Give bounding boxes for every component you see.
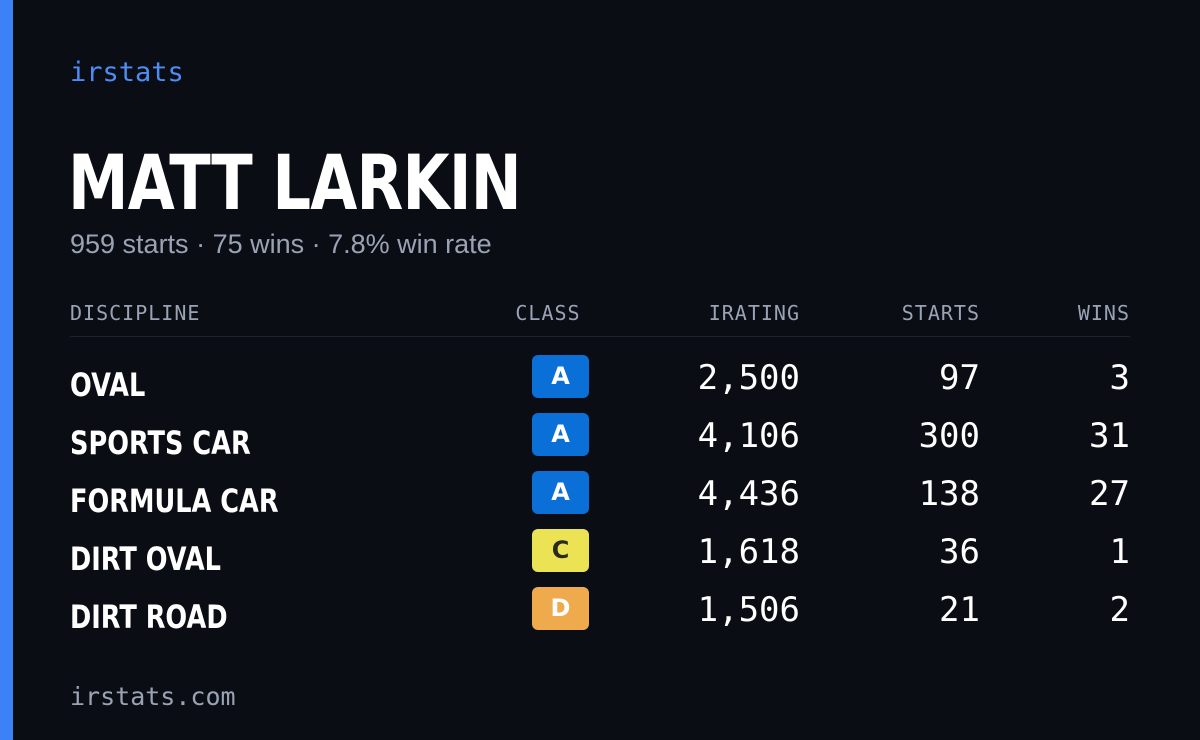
win-rate-summary: 7.8% win rate <box>328 229 492 259</box>
discipline-name: FORMULA CAR <box>70 482 279 520</box>
class-badge: D <box>532 587 589 630</box>
starts-value: 97 <box>939 358 980 398</box>
table-row: FORMULA CAR A 4,436 138 27 <box>70 469 1130 527</box>
header-discipline: DISCIPLINE <box>70 301 201 325</box>
discipline-name: DIRT ROAD <box>70 598 228 636</box>
accent-bar <box>0 0 13 740</box>
table-body: OVAL A 2,500 97 3 SPORTS CAR A 4,106 300… <box>70 337 1130 643</box>
stats-table: DISCIPLINE CLASS IRATING STARTS WINS OVA… <box>70 296 1130 643</box>
header-class: CLASS <box>515 301 581 325</box>
discipline-name: DIRT OVAL <box>70 540 221 578</box>
starts-value: 21 <box>939 590 980 630</box>
header-irating: IRATING <box>708 301 800 325</box>
discipline-name: OVAL <box>70 366 146 404</box>
irating-value: 4,436 <box>697 474 800 514</box>
header-starts: STARTS <box>901 301 980 325</box>
irating-value: 1,618 <box>697 532 800 572</box>
starts-value: 138 <box>918 474 980 514</box>
separator: · <box>188 229 213 259</box>
starts-value: 36 <box>939 532 980 572</box>
footer-url: irstats.com <box>70 682 236 711</box>
brand-logo-text: irstats <box>70 57 184 88</box>
discipline-name: SPORTS CAR <box>70 424 251 462</box>
class-badge: A <box>532 355 589 398</box>
wins-value: 1 <box>1109 532 1130 572</box>
wins-value: 2 <box>1109 590 1130 630</box>
separator: · <box>304 229 329 259</box>
irating-value: 1,506 <box>697 590 800 630</box>
irating-value: 4,106 <box>697 416 800 456</box>
irating-value: 2,500 <box>697 358 800 398</box>
wins-value: 3 <box>1109 358 1130 398</box>
wins-value: 31 <box>1089 416 1130 456</box>
class-badge: A <box>532 413 589 456</box>
starts-summary: 959 starts <box>70 229 189 259</box>
class-badge: A <box>532 471 589 514</box>
table-header: DISCIPLINE CLASS IRATING STARTS WINS <box>70 296 1130 337</box>
driver-name: MATT LARKIN <box>68 138 522 227</box>
table-row: DIRT OVAL C 1,618 36 1 <box>70 527 1130 585</box>
table-row: DIRT ROAD D 1,506 21 2 <box>70 585 1130 643</box>
table-row: OVAL A 2,500 97 3 <box>70 353 1130 411</box>
starts-value: 300 <box>918 416 980 456</box>
wins-value: 27 <box>1089 474 1130 514</box>
class-badge: C <box>532 529 589 572</box>
wins-summary: 75 wins <box>212 229 305 259</box>
table-row: SPORTS CAR A 4,106 300 31 <box>70 411 1130 469</box>
driver-summary: 959 starts · 75 wins · 7.8% win rate <box>70 226 492 262</box>
header-wins: WINS <box>1077 301 1130 325</box>
